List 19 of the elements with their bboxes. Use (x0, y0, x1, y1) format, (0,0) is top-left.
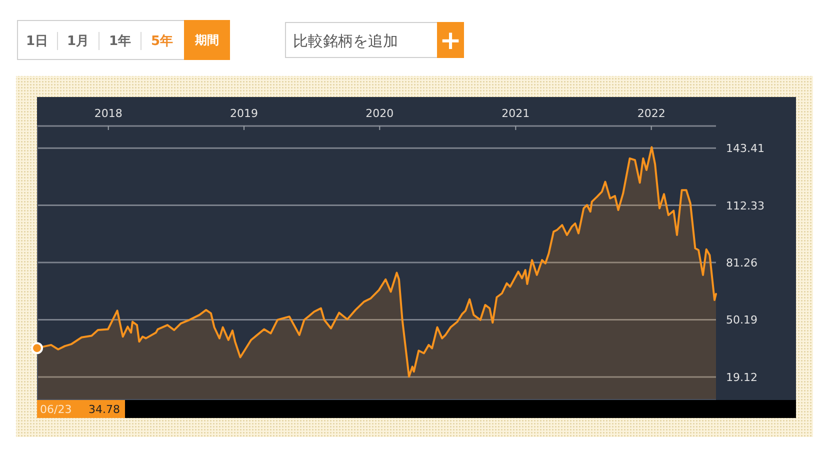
text: 1日 (26, 34, 48, 49)
y-tick-label: 81.26 (726, 256, 758, 270)
text: 34.78 (88, 403, 120, 416)
text: + (440, 26, 462, 56)
y-tick-label: 112.33 (726, 199, 764, 212)
text: 比較銘柄を追加 (293, 32, 398, 50)
x-tick-label: 2021 (502, 107, 530, 120)
y-tick-label: 19.12 (726, 370, 758, 384)
x-tick-label: 2018 (94, 107, 122, 120)
x-tick-label: 2019 (230, 107, 258, 120)
x-tick-label: 2022 (637, 107, 666, 120)
text: 期間 (194, 33, 219, 47)
y-tick-label: 50.19 (726, 314, 758, 327)
text: 5年 (150, 34, 174, 49)
y-tick-label: 143.41 (726, 142, 764, 156)
text: 1月 (66, 34, 90, 49)
x-tick-label: 2020 (366, 107, 394, 120)
text: 1年 (108, 34, 132, 49)
text: 06/23 (40, 403, 72, 416)
